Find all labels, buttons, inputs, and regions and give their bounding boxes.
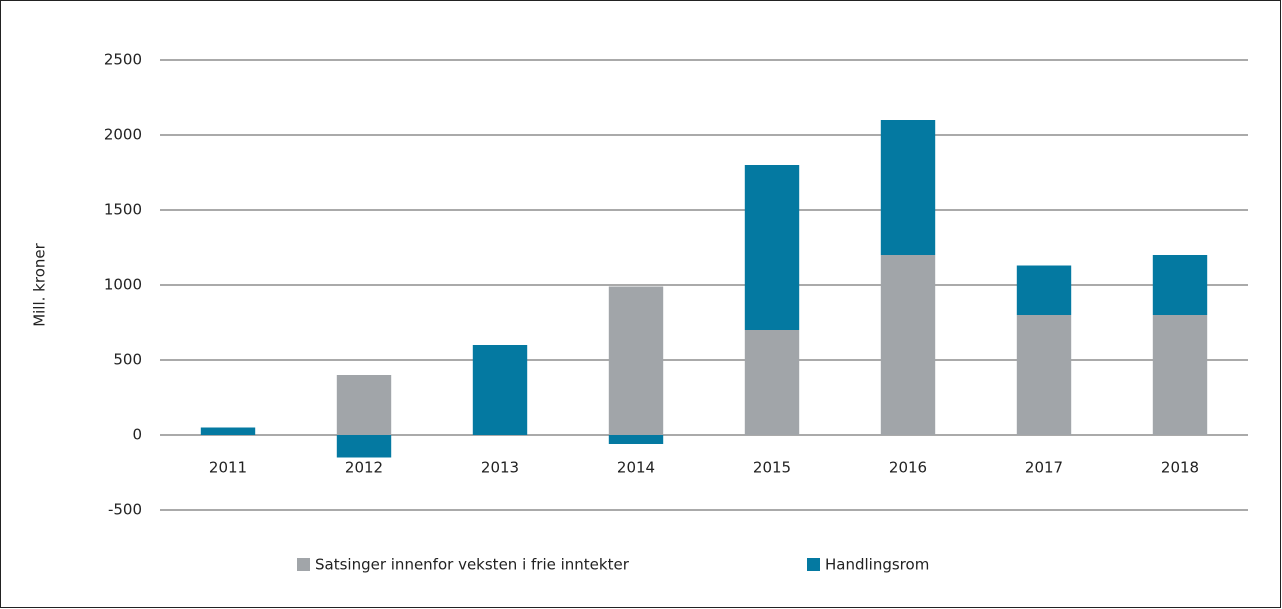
bar-segment	[336, 375, 392, 435]
y-tick-label: -500	[108, 501, 142, 519]
bar-segment	[744, 165, 800, 330]
y-tick-label: 500	[113, 351, 142, 369]
legend-label: Satsinger innenfor veksten i frie inntek…	[315, 556, 630, 574]
x-tick-label: 2011	[209, 459, 247, 477]
x-tick-label: 2017	[1025, 459, 1063, 477]
x-tick-label: 2014	[617, 459, 655, 477]
bar-segment	[608, 286, 664, 435]
y-tick-label: 1000	[104, 276, 142, 294]
x-tick-label: 2012	[345, 459, 383, 477]
x-tick-label: 2018	[1161, 459, 1199, 477]
y-tick-label: 1500	[104, 201, 142, 219]
bar-segment	[880, 255, 936, 435]
bar-segment	[1016, 265, 1072, 315]
bar-segment	[1016, 315, 1072, 435]
bar-segment	[880, 120, 936, 255]
bar-segment	[200, 427, 256, 435]
bar-segment	[336, 435, 392, 458]
x-tick-label: 2013	[481, 459, 519, 477]
bar-segment	[1152, 255, 1208, 315]
legend-swatch	[297, 558, 310, 571]
y-tick-label: 0	[132, 426, 142, 444]
bar-segment	[472, 345, 528, 435]
y-tick-label: 2000	[104, 126, 142, 144]
legend-swatch	[807, 558, 820, 571]
y-axis-label: Mill. kroner	[31, 242, 49, 326]
y-tick-label: 2500	[104, 51, 142, 69]
bar-segment	[608, 435, 664, 444]
x-tick-label: 2015	[753, 459, 791, 477]
bar-segment	[744, 330, 800, 435]
x-tick-label: 2016	[889, 459, 927, 477]
legend-label: Handlingsrom	[825, 556, 929, 574]
bar-segment	[1152, 315, 1208, 435]
